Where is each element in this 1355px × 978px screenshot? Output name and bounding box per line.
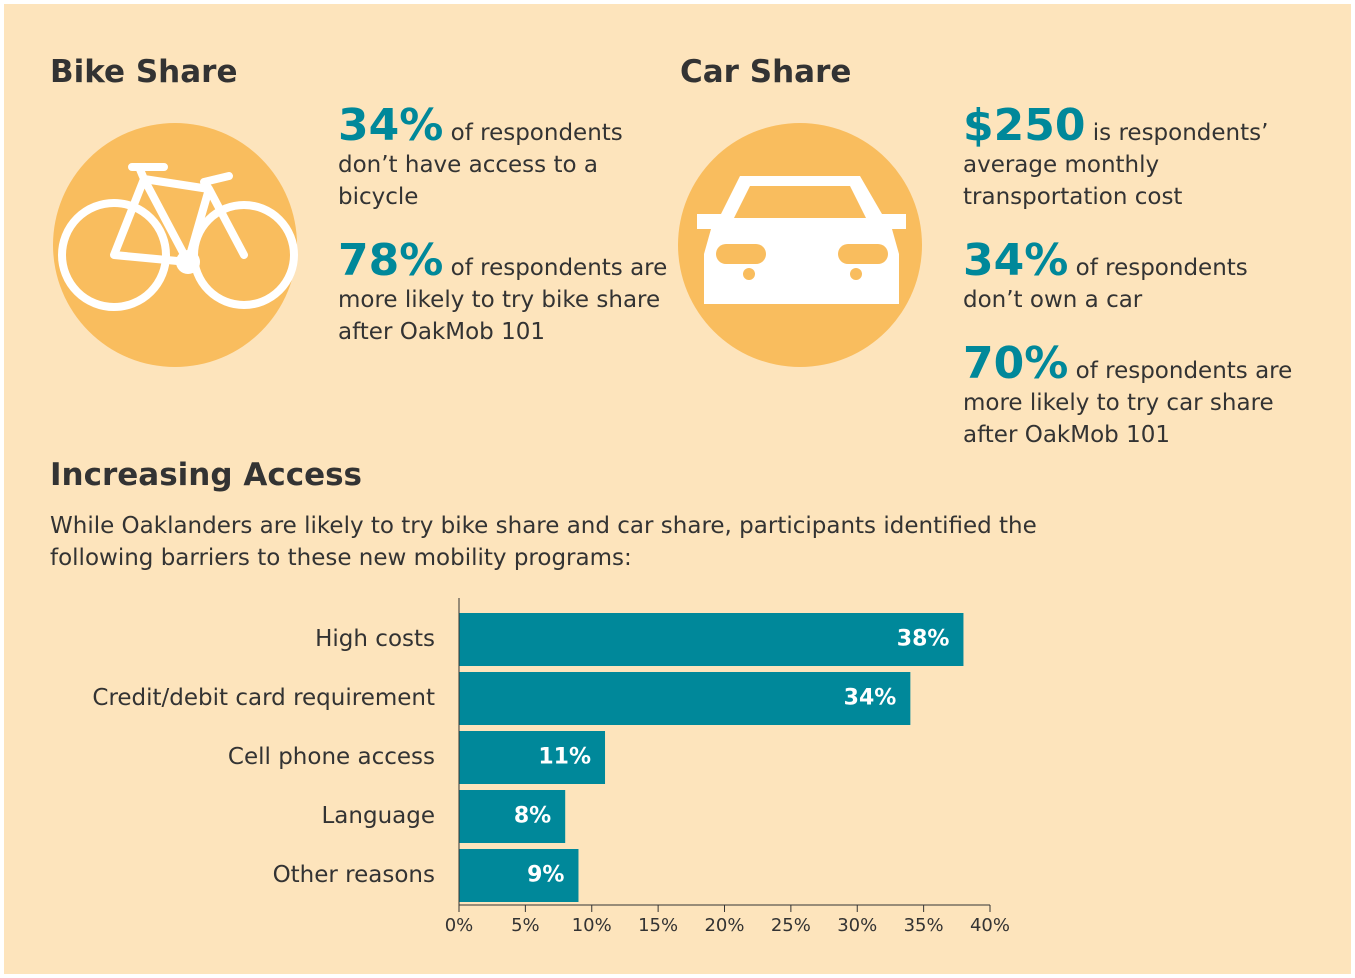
car-icon: [697, 176, 906, 304]
bar: [459, 849, 579, 902]
stat-text: of respondents are more likely to try ca…: [963, 358, 1293, 448]
category-label: High costs: [315, 626, 435, 652]
category-label: Other reasons: [273, 862, 435, 888]
stat-text: is respondents’ average monthly transpor…: [963, 120, 1269, 210]
stat: 70% of respondents are more likely to tr…: [963, 342, 1313, 451]
value-label: 8%: [514, 804, 551, 829]
category-label: Cell phone access: [228, 744, 435, 770]
bar: [459, 731, 606, 784]
x-tick-label: 0%: [445, 915, 474, 936]
stat-text: of respondents don’t have access to a bi…: [338, 120, 623, 210]
access-title: Increasing Access: [50, 457, 363, 493]
x-tick-label: 10%: [572, 915, 612, 936]
bar: [459, 672, 911, 725]
stat-figure: $250: [963, 100, 1086, 151]
stat-text: of respondents are more likely to try bi…: [338, 255, 668, 345]
stat-figure: 70%: [963, 338, 1069, 389]
stat: 78% of respondents are more likely to tr…: [338, 239, 668, 348]
stat-figure: 78%: [338, 235, 444, 286]
x-tick-label: 30%: [837, 915, 877, 936]
x-tick-label: 15%: [638, 915, 678, 936]
x-tick-label: 40%: [970, 915, 1010, 936]
stat-text: of respondents don’t own a car: [963, 255, 1248, 313]
graphics: High costs 38% Credit/debit card requireme…: [53, 123, 1010, 936]
x-tick-label: 35%: [904, 915, 944, 936]
infographic: High costs 38% Credit/debit card requireme…: [4, 4, 1351, 974]
value-label: 34%: [844, 686, 897, 711]
category-label: Language: [321, 803, 435, 829]
value-label: 9%: [527, 863, 564, 888]
stat: $250 is respondents’ average monthly tra…: [963, 104, 1313, 213]
bike-icon: [58, 163, 298, 311]
value-label: 38%: [897, 627, 950, 652]
bar-chart: High costs 38% Credit/debit card requireme…: [92, 598, 1010, 936]
x-tick-label: 25%: [771, 915, 811, 936]
category-label: Credit/debit card requirement: [92, 685, 435, 711]
stat-figure: 34%: [338, 100, 444, 151]
bar: [459, 790, 566, 843]
bike-title: Bike Share: [50, 54, 238, 90]
access-text: While Oaklanders are likely to try bike …: [50, 513, 1037, 571]
value-label: 11%: [538, 745, 591, 770]
car-title: Car Share: [680, 54, 852, 90]
stat: 34% of respondents don’t have access to …: [338, 104, 668, 213]
stat-figure: 34%: [963, 235, 1069, 286]
bar: [459, 613, 964, 666]
x-tick-label: 20%: [704, 915, 744, 936]
x-tick-label: 5%: [511, 915, 540, 936]
stat: 34% of respondents don’t own a car: [963, 239, 1313, 316]
